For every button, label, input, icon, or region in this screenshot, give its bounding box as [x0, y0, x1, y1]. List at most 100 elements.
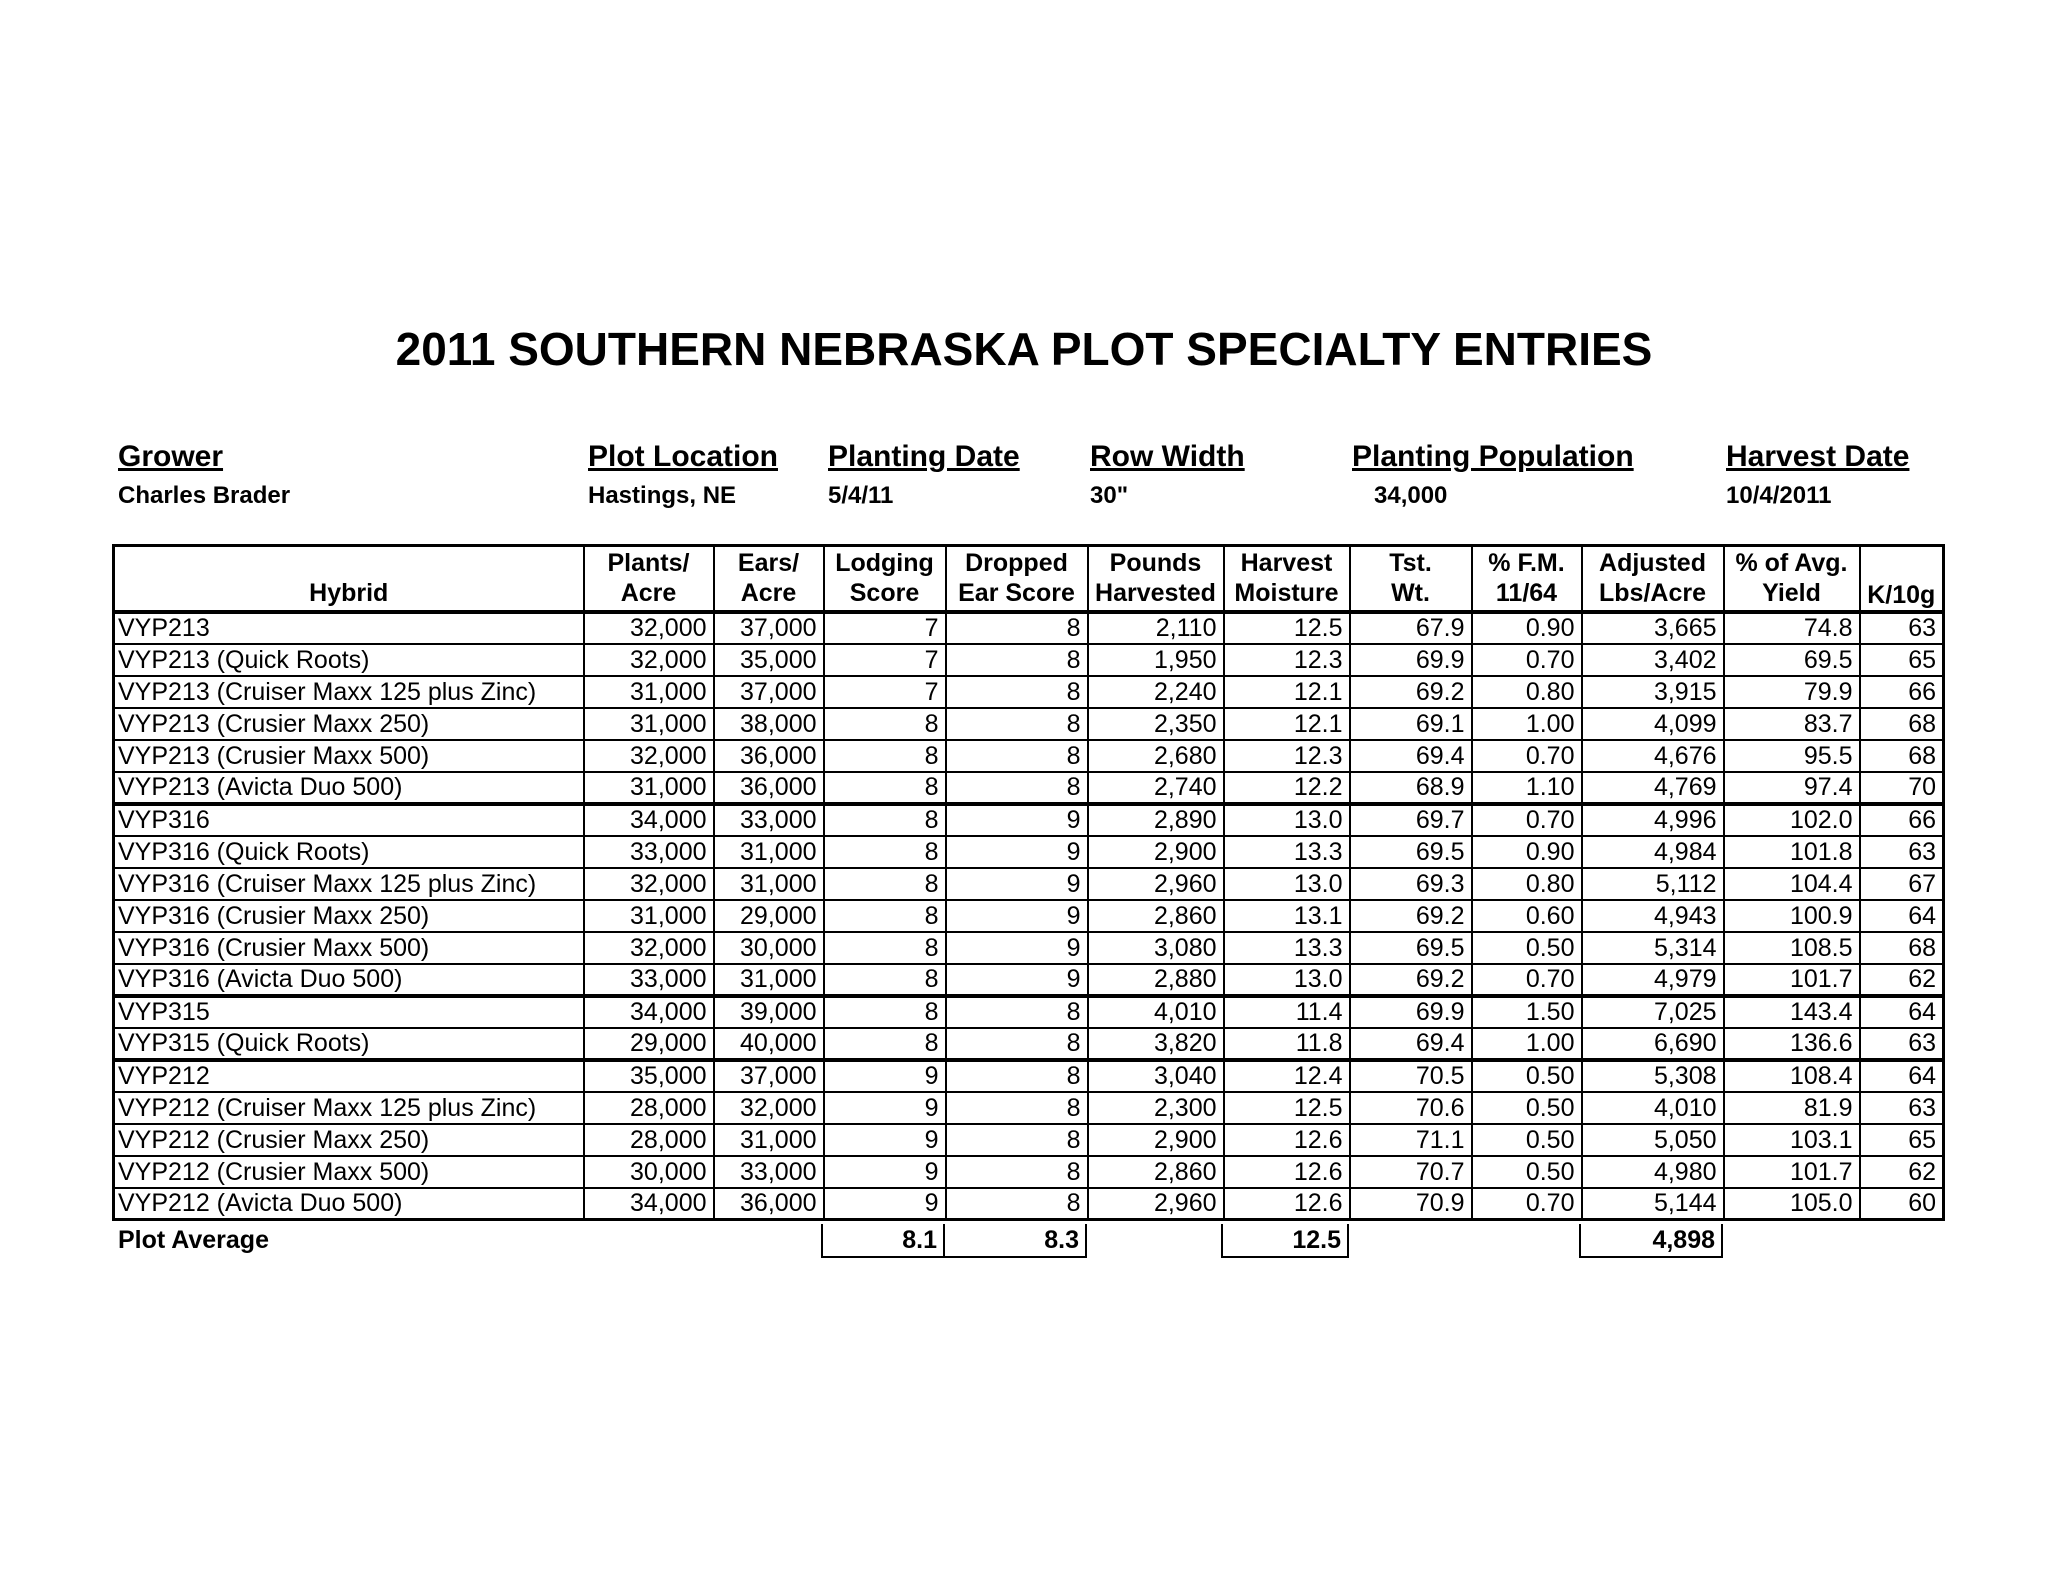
cell-pct-avg: 101.7 — [1722, 1154, 1861, 1189]
cell-pounds: 3,040 — [1086, 1057, 1225, 1093]
cell-lodging: 9 — [822, 1122, 947, 1157]
cell-pct-avg: 95.5 — [1722, 738, 1861, 773]
cell-pounds: 2,860 — [1086, 1154, 1225, 1189]
cell-test-weight: 69.7 — [1348, 801, 1473, 837]
cell-lodging: 8 — [822, 738, 947, 773]
cell-lodging: 8 — [822, 993, 947, 1029]
cell-k10g: 70 — [1858, 770, 1945, 805]
cell-lodging: 8 — [822, 1026, 947, 1061]
results-table: Hybrid Plants/Acre Ears/Acre Lodging Scor… — [112, 544, 1945, 1221]
cell-fm: 0.50 — [1470, 1090, 1583, 1125]
cell-dropped: 8 — [944, 1057, 1089, 1093]
cell-dropped: 8 — [944, 1026, 1089, 1061]
cell-dropped: 8 — [944, 770, 1089, 805]
cell-plants: 34,000 — [582, 801, 715, 837]
cell-pounds: 3,080 — [1086, 930, 1225, 965]
cell-hybrid: VYP213 (Crusier Maxx 250) — [112, 706, 585, 741]
table-header-row: Hybrid Plants/Acre Ears/Acre Lodging Scor… — [112, 544, 1945, 614]
cell-pounds: 2,880 — [1086, 962, 1225, 997]
cell-test-weight: 69.2 — [1348, 962, 1473, 997]
cell-fm: 1.00 — [1470, 706, 1583, 741]
cell-moisture: 12.6 — [1222, 1122, 1351, 1157]
row-width-value: 30" — [1090, 482, 1129, 509]
cell-pct-avg: 83.7 — [1722, 706, 1861, 741]
cell-plants: 31,000 — [582, 706, 715, 741]
table-row: VYP212 35,000 37,000 9 8 3,040 12.4 70.5 0.50 5,3… — [112, 1057, 1945, 1093]
cell-fm: 1.00 — [1470, 1026, 1583, 1061]
avg-blank — [1470, 1224, 1580, 1257]
cell-k10g: 63 — [1858, 610, 1945, 645]
cell-hybrid: VYP316 (Quick Roots) — [112, 834, 585, 869]
grower-value: Charles Brader — [118, 482, 291, 509]
cell-moisture: 12.6 — [1222, 1186, 1351, 1221]
cell-lodging: 7 — [822, 674, 947, 709]
cell-test-weight: 69.9 — [1348, 993, 1473, 1029]
cell-dropped: 8 — [944, 642, 1089, 677]
table-row: VYP212 (Crusier Maxx 500) 30,000 33,000 9 8 2… — [112, 1154, 1945, 1189]
cell-fm: 0.90 — [1470, 834, 1583, 869]
cell-plants: 34,000 — [582, 993, 715, 1029]
cell-pounds: 4,010 — [1086, 993, 1225, 1029]
table-row: VYP213 (Cruiser Maxx 125 plus Zinc) 31,00… — [112, 674, 1945, 709]
avg-adjusted: 4,898 — [1579, 1224, 1723, 1258]
cell-test-weight: 69.9 — [1348, 642, 1473, 677]
cell-adjusted: 5,144 — [1580, 1186, 1725, 1221]
cell-hybrid: VYP212 (Crusier Maxx 500) — [112, 1154, 585, 1189]
cell-pct-avg: 69.5 — [1722, 642, 1861, 677]
cell-ears: 38,000 — [712, 706, 825, 741]
planting-population-label: Planting Population — [1352, 440, 1634, 473]
cell-fm: 1.10 — [1470, 770, 1583, 805]
cell-pct-avg: 105.0 — [1722, 1186, 1861, 1221]
harvest-date-label: Harvest Date — [1726, 440, 1910, 473]
cell-hybrid: VYP316 (Cruiser Maxx 125 plus Zinc) — [112, 866, 585, 901]
cell-plants: 32,000 — [582, 930, 715, 965]
cell-test-weight: 69.2 — [1348, 674, 1473, 709]
cell-adjusted: 4,979 — [1580, 962, 1725, 997]
cell-adjusted: 3,402 — [1580, 642, 1725, 677]
cell-adjusted: 4,984 — [1580, 834, 1725, 869]
cell-moisture: 12.2 — [1222, 770, 1351, 805]
cell-pounds: 2,680 — [1086, 738, 1225, 773]
cell-ears: 35,000 — [712, 642, 825, 677]
cell-dropped: 8 — [944, 1154, 1089, 1189]
cell-plants: 31,000 — [582, 770, 715, 805]
cell-test-weight: 69.3 — [1348, 866, 1473, 901]
cell-adjusted: 5,050 — [1580, 1122, 1725, 1157]
cell-adjusted: 4,980 — [1580, 1154, 1725, 1189]
cell-hybrid: VYP212 (Avicta Duo 500) — [112, 1186, 585, 1221]
cell-ears: 36,000 — [712, 1186, 825, 1221]
cell-pounds: 1,950 — [1086, 642, 1225, 677]
cell-moisture: 11.8 — [1222, 1026, 1351, 1061]
cell-moisture: 12.5 — [1222, 610, 1351, 645]
cell-k10g: 63 — [1858, 1090, 1945, 1125]
cell-lodging: 8 — [822, 866, 947, 901]
table-row: VYP212 (Crusier Maxx 250) 28,000 31,000 9 8 2… — [112, 1122, 1945, 1157]
cell-test-weight: 70.6 — [1348, 1090, 1473, 1125]
cell-test-weight: 70.5 — [1348, 1057, 1473, 1093]
cell-pounds: 2,300 — [1086, 1090, 1225, 1125]
cell-moisture: 13.0 — [1222, 801, 1351, 837]
cell-adjusted: 5,314 — [1580, 930, 1725, 965]
cell-lodging: 8 — [822, 898, 947, 933]
cell-hybrid: VYP213 (Crusier Maxx 500) — [112, 738, 585, 773]
cell-adjusted: 3,665 — [1580, 610, 1725, 645]
cell-pct-avg: 136.6 — [1722, 1026, 1861, 1061]
col-header-moisture: Harvest Moisture — [1222, 544, 1351, 614]
cell-fm: 0.70 — [1470, 801, 1583, 837]
cell-dropped: 8 — [944, 993, 1089, 1029]
table-row: VYP213 (Crusier Maxx 500) 32,000 36,000 8 8 2… — [112, 738, 1945, 773]
cell-pounds: 2,900 — [1086, 834, 1225, 869]
cell-fm: 0.50 — [1470, 1057, 1583, 1093]
cell-test-weight: 69.5 — [1348, 834, 1473, 869]
cell-lodging: 8 — [822, 962, 947, 997]
cell-test-weight: 68.9 — [1348, 770, 1473, 805]
cell-pct-avg: 108.4 — [1722, 1057, 1861, 1093]
cell-ears: 36,000 — [712, 770, 825, 805]
cell-dropped: 9 — [944, 930, 1089, 965]
cell-k10g: 63 — [1858, 834, 1945, 869]
cell-plants: 30,000 — [582, 1154, 715, 1189]
cell-test-weight: 70.7 — [1348, 1154, 1473, 1189]
cell-adjusted: 4,769 — [1580, 770, 1725, 805]
cell-plants: 32,000 — [582, 642, 715, 677]
cell-plants: 32,000 — [582, 866, 715, 901]
